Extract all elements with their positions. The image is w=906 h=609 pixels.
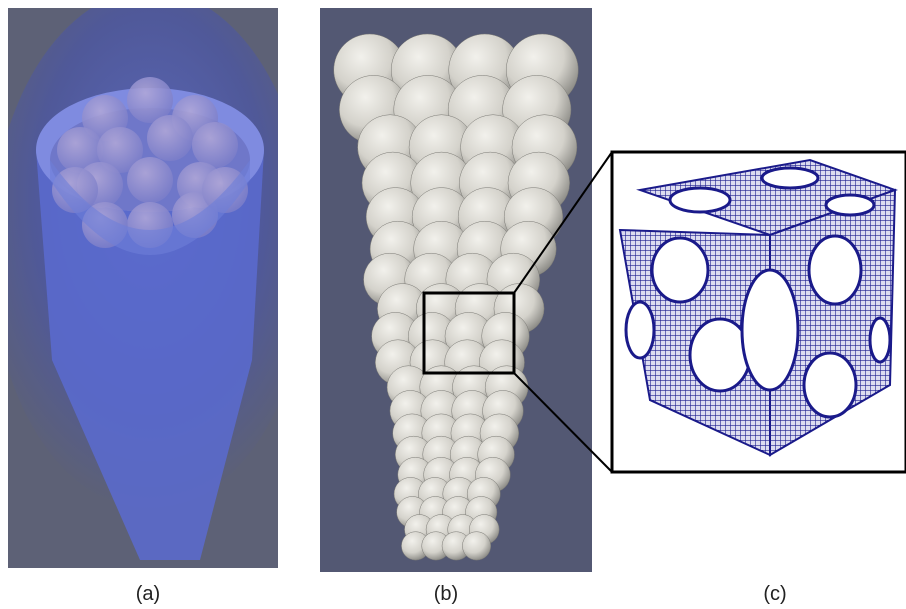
panel-label: (b) <box>434 583 458 605</box>
panel-label: (c) <box>763 583 786 605</box>
sphere <box>192 122 238 168</box>
sphere <box>127 157 173 203</box>
figure: (a) (b) (c) <box>0 0 906 609</box>
panel-label: (a) <box>136 583 160 605</box>
panel-c-image <box>612 152 906 472</box>
panel-a-image <box>0 0 310 568</box>
sphere <box>462 532 490 560</box>
sphere <box>147 115 193 161</box>
